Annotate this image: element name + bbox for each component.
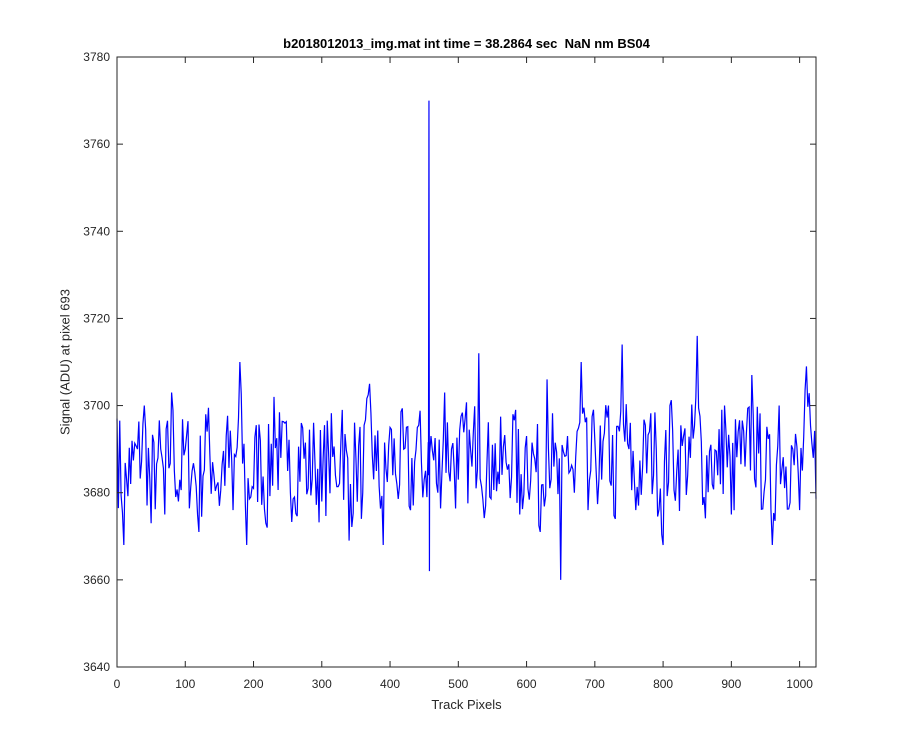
x-tick-label: 500: [448, 677, 468, 691]
y-tick-label: 3640: [83, 660, 110, 674]
y-tick-label: 3720: [83, 311, 110, 325]
y-tick-label: 3660: [83, 573, 110, 587]
x-tick-label: 1000: [786, 677, 813, 691]
x-tick-label: 100: [175, 677, 195, 691]
y-tick-label: 3680: [83, 486, 110, 500]
y-tick-label: 3740: [83, 224, 110, 238]
x-tick-label: 900: [721, 677, 741, 691]
x-tick-label: 700: [585, 677, 605, 691]
chart-title: b2018012013_img.mat int time = 38.2864 s…: [283, 36, 650, 51]
x-tick-label: 300: [312, 677, 332, 691]
x-tick-label: 800: [653, 677, 673, 691]
x-tick-label: 600: [517, 677, 537, 691]
axes-box: [116, 56, 817, 668]
y-tick-label: 3780: [83, 50, 110, 64]
data-line: [116, 100, 817, 580]
x-tick-label: 0: [114, 677, 121, 691]
x-axis-label: Track Pixels: [431, 697, 502, 712]
y-axis-label: Signal (ADU) at pixel 693: [57, 289, 73, 435]
x-tick-label: 400: [380, 677, 400, 691]
y-tick-label: 3760: [83, 137, 110, 151]
plot-area: 0 100 200 300 400 500 600 700 800 900 1000 3640 3660…: [83, 50, 817, 691]
y-tick-label: 3700: [83, 399, 110, 413]
axes-background: [117, 57, 816, 667]
x-tick-label: 200: [244, 677, 264, 691]
